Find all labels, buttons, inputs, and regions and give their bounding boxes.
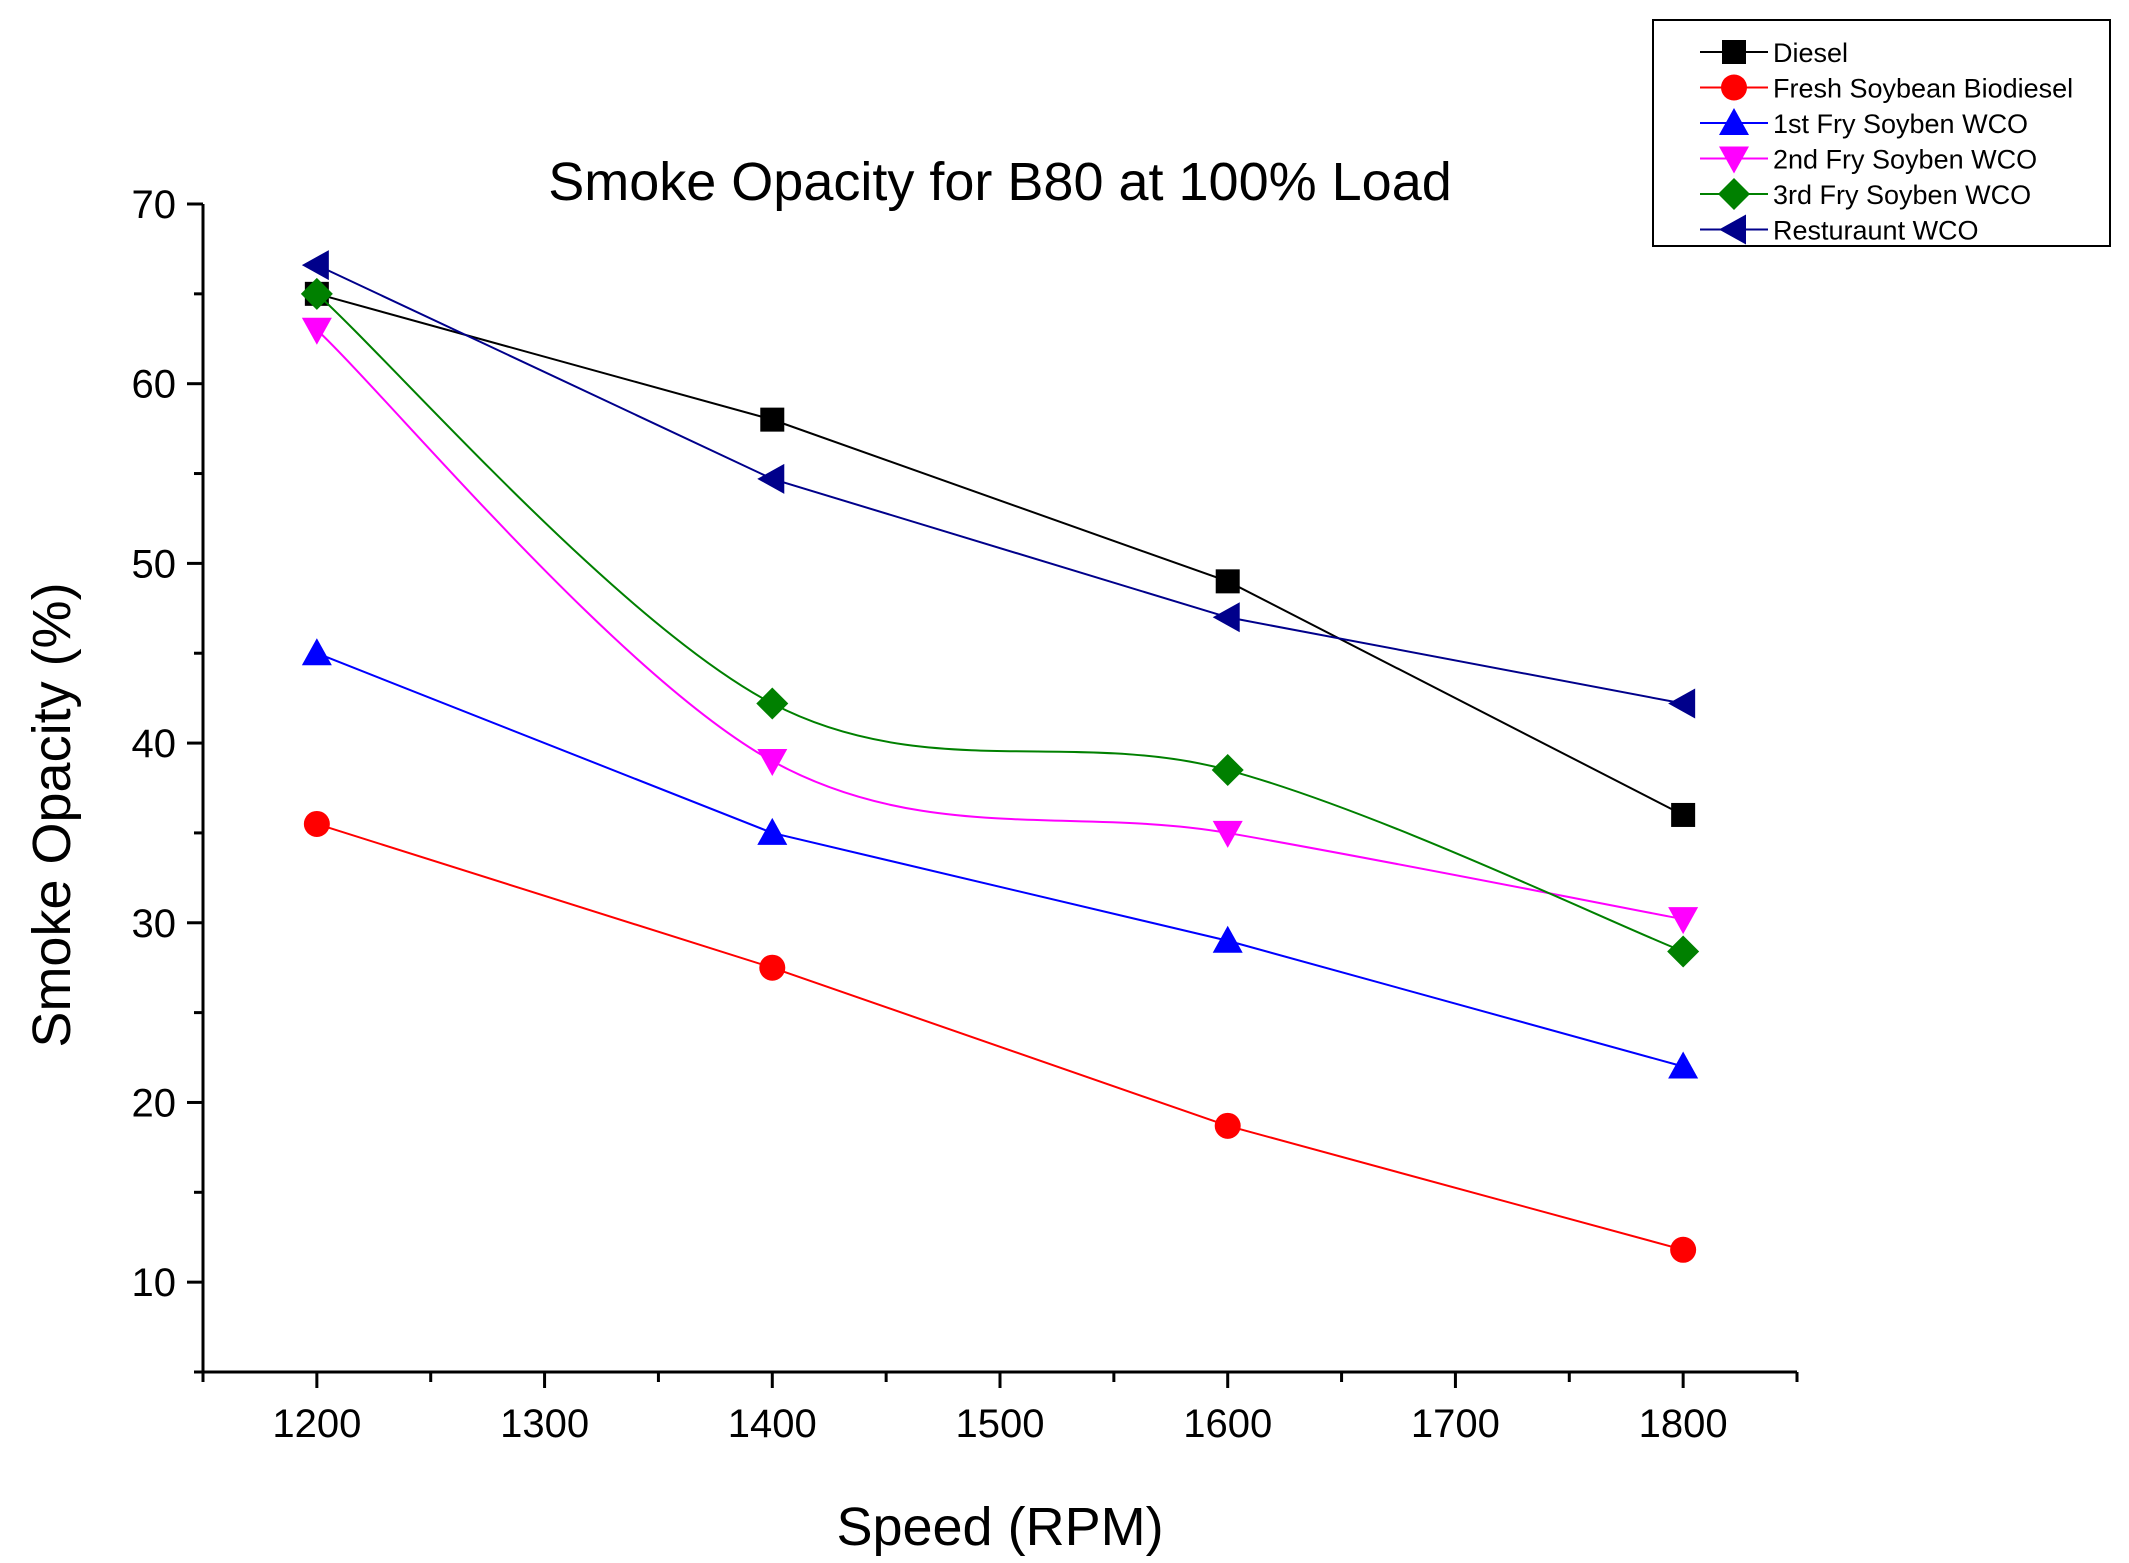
data-point [1668, 907, 1699, 935]
data-point [1668, 1051, 1699, 1079]
legend-marker [1719, 108, 1749, 135]
y-tick-label: 50 [132, 542, 177, 586]
y-tick-label: 40 [132, 722, 177, 766]
data-point [303, 810, 330, 837]
axes: 10 20 30 40 50 60 70 1200 1300 1400 1500 1600 1700 18… [132, 183, 1799, 1446]
data-point [1668, 688, 1696, 719]
x-tick-label: 1600 [1183, 1402, 1272, 1446]
x-tick-label: 1400 [728, 1402, 817, 1446]
y-tick-label: 70 [132, 183, 177, 227]
data-point [301, 638, 332, 666]
series-line [316, 652, 1684, 1068]
data-point [300, 277, 333, 310]
data-point [1670, 1236, 1697, 1263]
series-0 [304, 281, 1696, 827]
series-4 [300, 277, 1700, 968]
x-tick-label: 1300 [500, 1402, 589, 1446]
legend-label: 2nd Fry Soyben WCO [1773, 145, 2037, 175]
legend-label: Diesel [1773, 38, 1848, 68]
legend-marker [1721, 74, 1747, 101]
legend-label: Fresh Soybean Biodiesel [1773, 74, 2073, 104]
series-line [316, 822, 1684, 1251]
chart-title: Smoke Opacity for B80 at 100% Load [548, 152, 1452, 212]
legend-marker [1719, 214, 1746, 245]
data-point [301, 317, 332, 345]
data-point [1667, 935, 1700, 968]
legend-label: Resturaunt WCO [1773, 216, 1979, 246]
legend-marker [1722, 40, 1746, 64]
y-axis-label: Smoke Opacity (%) [22, 582, 82, 1047]
series-3 [301, 317, 1699, 935]
data-point [1671, 802, 1696, 827]
data-point [1212, 925, 1243, 953]
data-point [757, 749, 788, 777]
data-point [760, 407, 785, 432]
series-5 [301, 250, 1696, 719]
y-tick-label: 60 [132, 363, 177, 407]
series-layer [300, 250, 1700, 1263]
data-point [757, 817, 788, 845]
y-tick-label: 20 [132, 1081, 177, 1125]
data-point [301, 250, 329, 281]
series-2 [301, 638, 1699, 1079]
legend-label: 3rd Fry Soyben WCO [1773, 180, 2031, 210]
legend-item: Diesel [1700, 38, 1848, 68]
y-tick-label: 30 [132, 902, 177, 946]
data-point [1214, 1112, 1241, 1139]
series-line [316, 293, 1684, 953]
legend-marker [1718, 178, 1750, 210]
series-line [316, 264, 1684, 705]
x-tick-label: 1800 [1639, 1402, 1728, 1446]
data-point [1212, 820, 1243, 848]
legend-label: 1st Fry Soyben WCO [1773, 109, 2028, 139]
legend-item: Resturaunt WCO [1700, 214, 1979, 246]
data-point [759, 954, 786, 981]
series-1 [303, 810, 1697, 1263]
data-point [756, 687, 789, 720]
series-line [316, 292, 1684, 816]
legend-marker [1719, 146, 1749, 174]
x-tick-label: 1700 [1411, 1402, 1500, 1446]
x-tick-label: 1200 [272, 1402, 361, 1446]
legend-item: 1st Fry Soyben WCO [1700, 108, 2028, 139]
legend-item: 2nd Fry Soyben WCO [1700, 145, 2037, 175]
series-line [316, 329, 1684, 921]
data-point [757, 463, 785, 494]
legend-item: 3rd Fry Soyben WCO [1700, 178, 2031, 210]
data-point [1211, 754, 1244, 787]
y-tick-label: 10 [132, 1261, 177, 1305]
legend: Diesel Fresh Soybean Biodiesel 1st Fry Soy… [1652, 19, 2111, 247]
legend-item: Fresh Soybean Biodiesel [1700, 74, 2073, 104]
x-tick-label: 1500 [956, 1402, 1045, 1446]
data-point [1212, 602, 1240, 633]
x-axis-label: Speed (RPM) [836, 1497, 1163, 1557]
data-point [1215, 569, 1240, 594]
